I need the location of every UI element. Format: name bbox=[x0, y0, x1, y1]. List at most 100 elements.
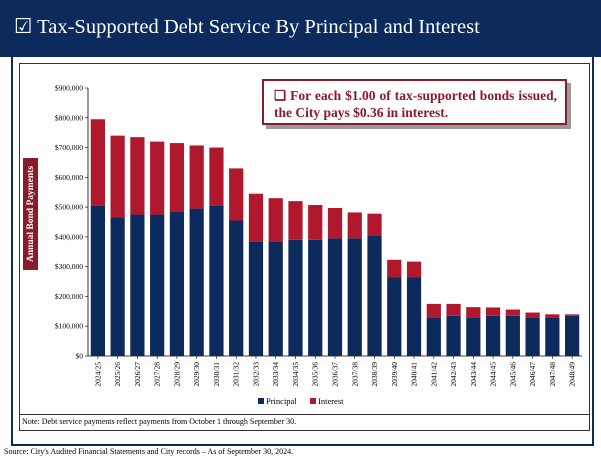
bar-principal-2036-37 bbox=[327, 238, 343, 356]
bar-principal-2027-28 bbox=[150, 214, 165, 356]
x-tick-label: 2040/41 bbox=[410, 362, 419, 387]
x-tick-label: 2033/34 bbox=[271, 362, 280, 387]
bar-interest-2048-49 bbox=[565, 314, 580, 316]
note-divider bbox=[19, 414, 590, 415]
x-tick-label: 2039/40 bbox=[390, 362, 399, 387]
bar-interest-2044-45 bbox=[485, 307, 501, 316]
x-tick-label: 2026/27 bbox=[133, 362, 142, 387]
bar-principal-2037-38 bbox=[347, 238, 362, 356]
y-tick-label: $500,000 bbox=[55, 203, 83, 212]
x-tick-label: 2029/30 bbox=[192, 362, 201, 387]
bar-interest-2037-38 bbox=[347, 212, 362, 239]
x-tick-label: 2048/49 bbox=[568, 362, 577, 387]
title-text: Tax-Supported Debt Service By Principal … bbox=[37, 16, 480, 38]
bar-principal-2025-26 bbox=[110, 217, 125, 356]
bar-interest-2027-28 bbox=[150, 141, 165, 215]
y-tick-label: $600,000 bbox=[55, 173, 83, 182]
bar-principal-2044-45 bbox=[485, 315, 501, 356]
legend-swatch-principal bbox=[258, 398, 264, 404]
bar-interest-2033-34 bbox=[268, 198, 283, 242]
bar-principal-2026-27 bbox=[130, 214, 145, 356]
chart-note: Note: Debt service payments reflect paym… bbox=[22, 417, 297, 426]
legend-label-principal: Principal bbox=[266, 396, 297, 406]
bar-principal-2042-43 bbox=[446, 315, 461, 356]
x-tick-label: 2041/42 bbox=[429, 362, 438, 387]
y-tick-label: $900,000 bbox=[55, 84, 83, 93]
y-tick-label: $700,000 bbox=[55, 143, 83, 152]
bar-principal-2035-36 bbox=[308, 239, 323, 356]
y-tick-label: $400,000 bbox=[55, 232, 83, 241]
bar-interest-2040-41 bbox=[406, 261, 422, 278]
bar-interest-2034-35 bbox=[288, 201, 303, 240]
bar-principal-2045-46 bbox=[505, 315, 520, 356]
bar-interest-2029-30 bbox=[189, 145, 204, 209]
bar-interest-2024-25 bbox=[90, 119, 105, 206]
bar-principal-2041-42 bbox=[426, 317, 441, 356]
y-axis-label-box bbox=[23, 158, 38, 270]
bar-interest-2046-47 bbox=[525, 312, 540, 318]
x-tick-label: 2042/43 bbox=[449, 362, 458, 387]
bar-principal-2031-32 bbox=[229, 220, 244, 356]
x-tick-label: 2024/25 bbox=[93, 362, 102, 387]
callout-label: For each $1.00 of tax-supported bonds is… bbox=[274, 88, 557, 120]
x-tick-label: 2032/33 bbox=[251, 362, 260, 387]
bar-interest-2036-37 bbox=[327, 208, 343, 239]
callout-text: ❑ For each $1.00 of tax-supported bonds … bbox=[274, 87, 557, 121]
bar-interest-2043-44 bbox=[466, 307, 481, 318]
x-tick-label: 2045/46 bbox=[508, 362, 517, 387]
bar-principal-2046-47 bbox=[525, 317, 540, 356]
legend-swatch-interest bbox=[310, 398, 316, 404]
legend-label-interest: Interest bbox=[318, 396, 344, 406]
bar-principal-2024-25 bbox=[90, 205, 105, 356]
x-tick-label: 2044/45 bbox=[489, 362, 498, 387]
bar-interest-2032-33 bbox=[248, 193, 264, 242]
x-tick-label: 2025/26 bbox=[113, 362, 122, 387]
bar-principal-2043-44 bbox=[466, 317, 481, 356]
x-tick-label: 2035/36 bbox=[311, 362, 320, 387]
checkbox-icon: ☑ bbox=[14, 16, 33, 38]
bar-interest-2042-43 bbox=[446, 303, 461, 316]
y-tick-label: $0 bbox=[76, 352, 84, 361]
header-banner: ☑ Tax-Supported Debt Service By Principa… bbox=[0, 0, 601, 57]
x-tick-label: 2047/48 bbox=[548, 362, 557, 387]
bar-principal-2029-30 bbox=[189, 208, 204, 356]
x-tick-label: 2046/47 bbox=[528, 362, 537, 387]
y-tick-label: $300,000 bbox=[55, 262, 83, 271]
x-tick-label: 2028/29 bbox=[172, 362, 181, 387]
x-tick-label: 2037/38 bbox=[350, 362, 359, 387]
bar-principal-2040-41 bbox=[406, 277, 422, 356]
y-tick-label: $200,000 bbox=[55, 292, 83, 301]
source-line: Source: City's Audited Financial Stateme… bbox=[4, 447, 294, 456]
bar-interest-2041-42 bbox=[426, 303, 441, 318]
bar-principal-2034-35 bbox=[288, 239, 303, 356]
bar-principal-2048-49 bbox=[565, 315, 580, 356]
x-tick-label: 2043/44 bbox=[469, 362, 478, 387]
bar-interest-2047-48 bbox=[545, 314, 560, 318]
x-tick-label: 2036/37 bbox=[331, 362, 340, 387]
bar-interest-2039-40 bbox=[387, 259, 402, 278]
x-tick-label: 2030/31 bbox=[212, 362, 221, 387]
x-tick-label: 2031/32 bbox=[232, 362, 241, 387]
bar-principal-2030-31 bbox=[209, 205, 224, 356]
bar-principal-2032-33 bbox=[248, 241, 264, 356]
bar-principal-2039-40 bbox=[387, 277, 402, 356]
bar-principal-2047-48 bbox=[545, 317, 560, 356]
bar-interest-2028-29 bbox=[169, 143, 185, 212]
x-tick-label: 2027/28 bbox=[153, 362, 162, 387]
bar-principal-2033-34 bbox=[268, 241, 283, 356]
y-tick-label: $800,000 bbox=[55, 113, 83, 122]
bar-principal-2028-29 bbox=[169, 211, 185, 356]
x-tick-label: 2034/35 bbox=[291, 362, 300, 387]
bar-interest-2025-26 bbox=[110, 135, 125, 218]
y-axis-label: Annual Bond Payments bbox=[26, 165, 36, 263]
bar-interest-2035-36 bbox=[308, 205, 323, 240]
bar-interest-2045-46 bbox=[505, 309, 520, 316]
interest-callout: ❑ For each $1.00 of tax-supported bonds … bbox=[262, 79, 567, 125]
bar-interest-2030-31 bbox=[209, 147, 224, 206]
bar-principal-2038-39 bbox=[367, 235, 382, 356]
bar-interest-2031-32 bbox=[229, 168, 244, 221]
bar-interest-2026-27 bbox=[130, 137, 145, 215]
bar-interest-2038-39 bbox=[367, 213, 382, 236]
square-bullet-icon: ❑ bbox=[274, 88, 287, 103]
